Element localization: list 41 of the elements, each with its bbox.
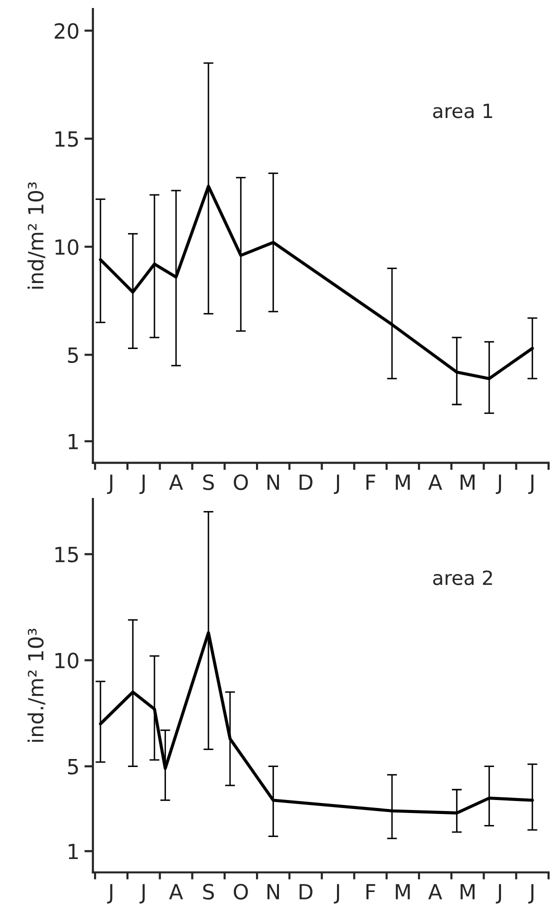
y-tick-label: 1 (68, 844, 78, 860)
x-tick-label: M (460, 884, 475, 900)
x-tick-label: F (366, 884, 376, 900)
y-tick-label: 1 (68, 434, 78, 450)
x-tick-label: N (267, 884, 279, 900)
x-tick-label: J (334, 884, 340, 904)
x-tick-label: S (203, 474, 214, 490)
x-tick-label: A (169, 884, 183, 900)
x-tick-label: J (496, 884, 502, 904)
x-tick-label: F (366, 474, 376, 490)
x-tick-label: A (169, 474, 183, 490)
x-tick-label: A (428, 884, 442, 900)
x-tick-label: D (300, 884, 312, 900)
y-tick-label: 10 (55, 239, 78, 255)
x-tick-label: N (267, 474, 279, 490)
x-tick-label: J (334, 474, 340, 494)
x-tick-label: J (496, 474, 502, 494)
y-tick-label: 15 (55, 131, 78, 147)
x-tick-label: S (203, 884, 214, 900)
x-tick-label: J (140, 884, 145, 904)
annotation: area 1 (433, 104, 492, 118)
x-tick-label: D (300, 474, 312, 490)
annotation: area 2 (433, 570, 492, 586)
x-tick-label: M (396, 474, 410, 490)
y-tick-label: 5 (68, 759, 78, 775)
x-tick-label: M (460, 474, 475, 490)
x-tick-label: J (140, 474, 145, 494)
y-tick-label: 5 (68, 348, 78, 364)
x-tick-label: J (107, 474, 112, 494)
x-tick-label: A (428, 474, 442, 490)
x-tick-label: J (528, 474, 534, 494)
y-tick-label: 10 (55, 652, 78, 668)
x-tick-label: O (234, 474, 248, 490)
x-tick-label: J (107, 884, 112, 904)
x-tick-label: O (234, 884, 248, 900)
y-tick-label: 15 (55, 546, 78, 562)
y-tick-label: 20 (54, 23, 78, 39)
y-axis-title: ind./m² 10³ (27, 628, 46, 742)
y-axis-title: ind/m² 10³ (27, 182, 46, 289)
x-tick-label: M (396, 884, 410, 900)
x-tick-label: J (528, 884, 534, 904)
